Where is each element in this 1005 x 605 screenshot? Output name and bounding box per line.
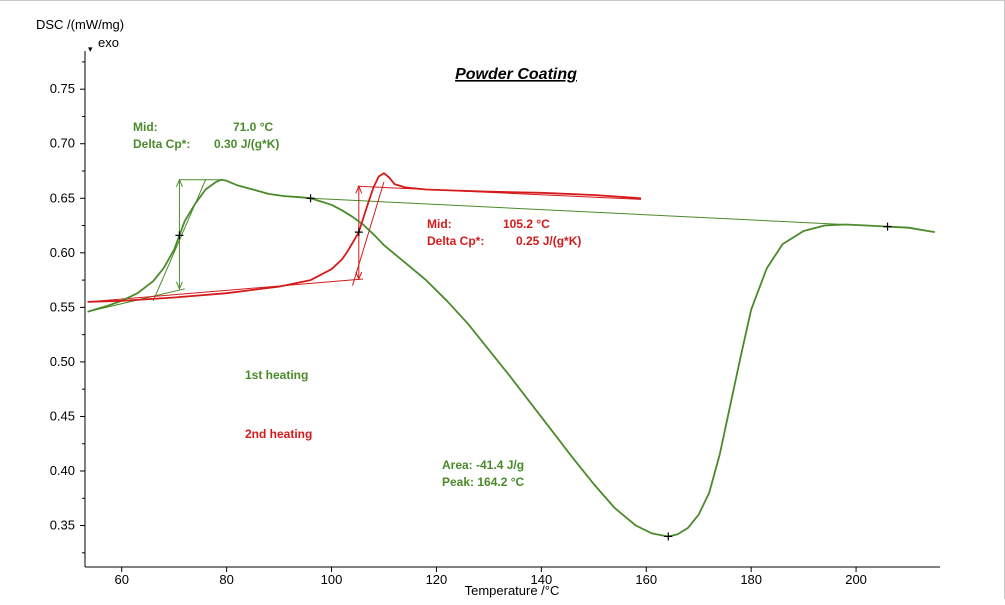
y-axis-title: DSC /(mW/mg) <box>36 17 124 32</box>
x-tick-label: 80 <box>219 572 233 587</box>
legend-2nd-heating: 2nd heating <box>245 427 312 441</box>
cp1-label: Delta Cp*: <box>133 137 190 151</box>
mid1-value: 71.0 °C <box>233 120 273 134</box>
series-1st-heating <box>87 178 935 538</box>
point-marker <box>175 231 184 240</box>
x-tick-label: 160 <box>635 572 657 587</box>
point-marker <box>883 222 892 231</box>
point-marker <box>306 194 315 203</box>
mid1-label: Mid: <box>133 120 158 134</box>
exo-arrow-icon: ▾ <box>88 44 93 54</box>
point-marker <box>664 532 673 541</box>
cp2-label: Delta Cp*: <box>427 234 484 248</box>
arrow-head-bottom <box>175 281 183 291</box>
x-tick-label: 100 <box>321 572 343 587</box>
cp2-value: 0.25 J/(g*K) <box>516 234 581 248</box>
cp1-value: 0.30 J/(g*K) <box>214 137 279 151</box>
peak-annotation: Peak: 164.2 °C <box>442 475 525 489</box>
legend-1st-heating: 1st heating <box>245 368 308 382</box>
series-2nd-heating <box>87 172 642 303</box>
mid2-value: 105.2 °C <box>503 217 550 231</box>
arrow-head-top <box>175 178 183 187</box>
y-tick-label: 0.60 <box>50 245 75 260</box>
x-tick-label: 60 <box>114 572 128 587</box>
y-tick-label: 0.50 <box>50 354 75 369</box>
y-tick-label: 0.70 <box>50 136 75 151</box>
y-axis-subtitle: exo <box>98 35 119 50</box>
y-tick-label: 0.55 <box>50 299 75 314</box>
mid2-label: Mid: <box>427 217 452 231</box>
y-tick-label: 0.65 <box>50 190 75 205</box>
x-tick-label: 200 <box>845 572 867 587</box>
arrow-head-top <box>355 185 363 194</box>
arrow-head-bottom <box>355 271 363 281</box>
x-tick-label: 180 <box>740 572 762 587</box>
point-marker <box>354 228 363 237</box>
y-tick-label: 0.45 <box>50 408 75 423</box>
y-tick-label: 0.35 <box>50 518 75 533</box>
x-axis-title: Temperature /°C <box>465 583 560 598</box>
x-tick-label: 140 <box>530 572 552 587</box>
x-tick-label: 120 <box>426 572 448 587</box>
area-annotation: Area: -41.4 J/g <box>442 458 524 472</box>
tangent-line <box>352 181 385 286</box>
chart-title: Powder Coating <box>455 66 577 83</box>
y-tick-label: 0.40 <box>50 463 75 478</box>
y-tick-label: 0.75 <box>50 81 75 96</box>
tangent-line <box>87 278 364 303</box>
tangent-line <box>310 197 888 228</box>
